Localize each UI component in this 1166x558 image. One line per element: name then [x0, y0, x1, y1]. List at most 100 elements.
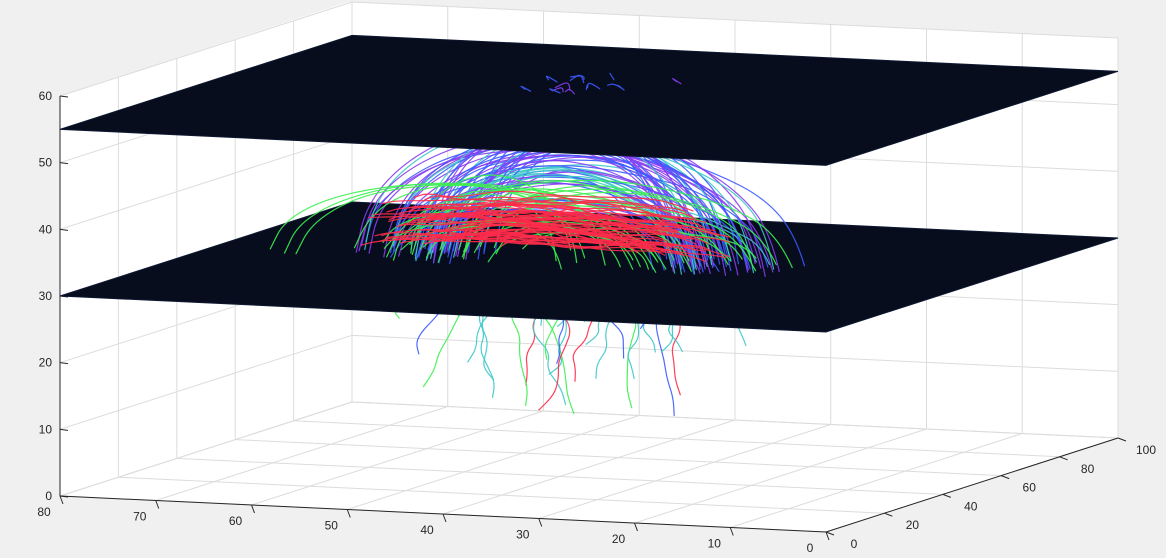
x-tick-mark — [825, 531, 830, 541]
y-tick-label: 40 — [964, 499, 978, 513]
fiber-streamline — [520, 85, 532, 92]
x-tick-mark — [59, 495, 64, 505]
x-tick-mark — [634, 522, 638, 532]
fiber-streamline — [423, 218, 683, 236]
x-tick-mark — [729, 527, 734, 536]
x-tick-mark — [442, 513, 447, 523]
fiber-streamline — [617, 84, 625, 91]
y-tick-mark — [884, 512, 893, 517]
y-tick-label: 60 — [1023, 481, 1037, 495]
fiber-streamline — [437, 203, 694, 220]
fiber-streamline — [549, 88, 561, 94]
z-tick-mark — [59, 95, 69, 98]
y-tick-label: 100 — [1136, 443, 1156, 457]
floor-gridline-x — [347, 415, 640, 510]
z-tick-mark — [59, 428, 69, 431]
fiber-streamline — [374, 232, 707, 252]
fiber-streamline — [672, 78, 682, 85]
fiber-streamline — [295, 183, 634, 270]
fiber-streamline — [464, 224, 664, 242]
fiber-streamline — [422, 213, 691, 232]
x-tick-mark — [155, 500, 160, 509]
fiber-streamline — [416, 223, 709, 245]
fiber-streamline — [412, 190, 694, 212]
fiber-streamline — [554, 87, 564, 93]
fiber-streamline — [586, 82, 601, 90]
fiber-streamline — [424, 195, 687, 213]
z-tick-mark — [59, 362, 69, 365]
x-tick-label: 0 — [807, 541, 814, 555]
y-tick-mark — [825, 531, 835, 536]
z-tick-mark — [59, 162, 69, 165]
z-tick-label: 30 — [39, 289, 53, 303]
y-tick-mark — [942, 493, 951, 498]
z-tick-mark — [59, 228, 69, 231]
x-tick-label: 60 — [229, 514, 243, 528]
fiber-streamline — [585, 84, 589, 90]
fiber-streamline — [418, 229, 710, 251]
floor-gridline-y — [235, 439, 1002, 477]
fiber-streamline — [417, 211, 720, 236]
backwall-gridline-z — [351, 1, 1119, 39]
fiber-streamline — [490, 197, 625, 211]
fiber-streamline — [545, 75, 558, 83]
backwall-gridline-z — [351, 401, 1119, 439]
y-tick-mark — [1059, 456, 1068, 461]
y-tick-label: 80 — [1081, 462, 1095, 476]
z-tick-label: 50 — [39, 156, 53, 170]
x-tick-mark — [346, 509, 351, 518]
x-tick-label: 40 — [420, 523, 434, 537]
tick-labels: 0 10 20 30 40 50 60 70 80 0 20 40 60 80 100 0 10 20 30 40 50… — [37, 89, 1156, 555]
slice-plane-z-upper — [59, 34, 1119, 166]
y-axis-line — [825, 437, 1119, 533]
floor-gridline-y — [118, 476, 885, 514]
slice-plane-lower — [59, 201, 1119, 333]
x-tick-label: 30 — [516, 528, 530, 542]
sidewall-gridline-z — [59, 134, 353, 230]
floor-gridline-y — [293, 420, 1060, 458]
fiber-streamline — [504, 215, 634, 232]
fiber-streamline — [500, 241, 638, 254]
y-tick-label: 0 — [851, 537, 858, 551]
floor-gridline-x — [730, 433, 1023, 528]
fiber-streamline — [570, 75, 585, 80]
x-tick-mark — [538, 518, 543, 527]
y-tick-label: 20 — [906, 518, 920, 532]
backwall-gridline-z — [351, 334, 1119, 372]
floor-gridline-x — [442, 419, 736, 515]
fiber-streamline — [491, 195, 671, 215]
fiber-streamline — [609, 72, 615, 81]
fiber-streamline — [385, 234, 670, 252]
slice-plane-z-lower — [59, 201, 1119, 333]
fiber-streamline — [437, 232, 667, 253]
fiber-streamline — [440, 223, 629, 242]
x-tick-label: 50 — [325, 519, 339, 533]
floor-gridline-x — [538, 424, 831, 519]
sidewall-gridline-z — [59, 401, 353, 497]
fiber-streamline — [372, 213, 716, 232]
floor-gridline-x — [251, 410, 544, 506]
x-tick-label: 20 — [612, 532, 626, 546]
floor-gridline-y — [176, 457, 943, 495]
z-tick-label: 40 — [39, 222, 53, 236]
x-tick-mark — [251, 504, 255, 514]
y-tick-mark — [1117, 437, 1127, 442]
fiber-streamline — [388, 215, 678, 236]
slice-plane-upper — [59, 34, 1119, 166]
fiber-streamline — [454, 218, 606, 238]
fiber-streamlines-top — [520, 72, 682, 95]
y-tick-mark — [1001, 475, 1010, 480]
sidewall-gridline-z — [59, 334, 353, 430]
floor-gridline-x — [634, 428, 927, 524]
fiber-streamline — [554, 82, 571, 91]
x-tick-label: 10 — [708, 537, 722, 551]
z-tick-label: 0 — [45, 489, 52, 503]
floor-gridline-x — [155, 406, 448, 501]
fiber-streamline — [441, 203, 622, 221]
z-tick-label: 10 — [39, 422, 53, 436]
x-tick-label: 70 — [133, 510, 147, 524]
x-tick-label: 80 — [37, 505, 51, 519]
z-tick-label: 20 — [39, 356, 53, 370]
z-tick-mark — [59, 495, 69, 498]
